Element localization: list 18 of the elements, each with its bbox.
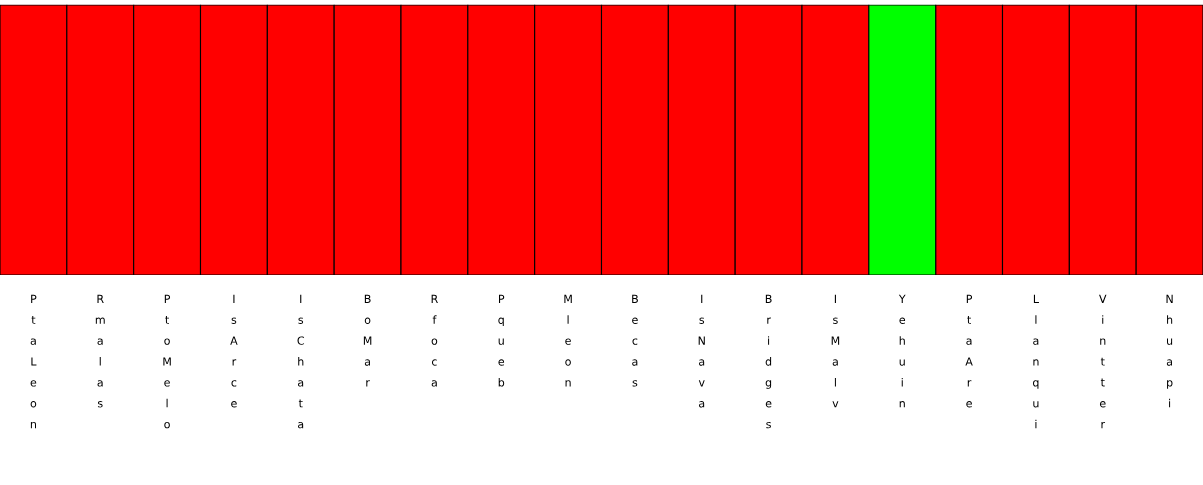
category-label: IsChata <box>297 294 305 429</box>
category-label: Bridges <box>765 294 772 429</box>
category-label: PtaLeon <box>30 294 37 429</box>
category-label: PtaAre <box>965 294 973 408</box>
category-label: Pqueb <box>498 294 505 387</box>
category-label: IsNava <box>698 294 705 408</box>
category-label: IsArce <box>230 294 238 408</box>
category-label: Vintter <box>1099 294 1107 429</box>
category-label: Becas <box>632 294 638 387</box>
category-label: Rfoca <box>431 294 438 387</box>
category-label: IsMalv <box>831 294 840 408</box>
category-label: BoMar <box>363 294 372 387</box>
category-label: Yehuin <box>898 294 906 408</box>
category-label: Rmalas <box>95 294 105 408</box>
category-label: PtoMelo <box>163 294 171 429</box>
category-label: Nhuapi <box>1166 294 1173 408</box>
category-label: Mleon <box>564 294 572 387</box>
category-label: Llanqui <box>1033 294 1039 429</box>
